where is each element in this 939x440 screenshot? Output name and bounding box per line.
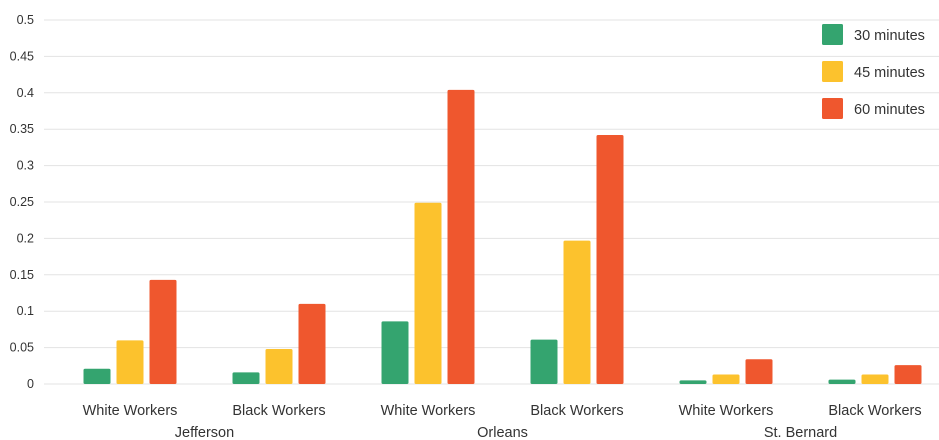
bar xyxy=(530,339,558,384)
legend: 30 minutes 45 minutes 60 minutes xyxy=(822,24,925,119)
bar xyxy=(828,379,856,384)
x-category-label: White Workers xyxy=(83,403,178,419)
y-tick-label: 0.3 xyxy=(17,159,34,173)
bar xyxy=(679,380,707,384)
y-tick-label: 0.25 xyxy=(10,195,34,209)
bar xyxy=(381,321,409,384)
x-group-label: Orleans xyxy=(477,425,528,440)
legend-swatch xyxy=(822,61,843,82)
bar xyxy=(894,365,922,384)
bar xyxy=(745,359,773,384)
x-category-label: Black Workers xyxy=(530,403,623,419)
bar xyxy=(83,368,111,384)
bar xyxy=(149,279,177,384)
x-axis-categories: White Workers Black Workers White Workers B… xyxy=(83,403,922,419)
x-category-label: White Workers xyxy=(381,403,476,419)
y-tick-label: 0.35 xyxy=(10,122,34,136)
bar xyxy=(232,372,260,384)
bar xyxy=(298,303,326,384)
y-tick-label: 0.5 xyxy=(17,13,34,27)
x-category-label: White Workers xyxy=(679,403,774,419)
bar xyxy=(116,340,144,384)
y-tick-label: 0.45 xyxy=(10,49,34,63)
bar xyxy=(447,89,475,384)
legend-label: 60 minutes xyxy=(854,102,925,118)
bar xyxy=(861,374,889,384)
y-tick-label: 0.2 xyxy=(17,231,34,245)
y-tick-label: 0.15 xyxy=(10,268,34,282)
bars xyxy=(83,89,922,384)
y-tick-label: 0.05 xyxy=(10,341,34,355)
y-tick-label: 0.4 xyxy=(17,86,34,100)
bar xyxy=(596,135,624,384)
x-group-label: Jefferson xyxy=(175,425,234,440)
bar xyxy=(563,240,591,384)
x-category-label: Black Workers xyxy=(828,403,921,419)
bar xyxy=(265,349,293,384)
x-group-label: St. Bernard xyxy=(764,425,837,440)
bar xyxy=(712,374,740,384)
y-axis-ticks: 0 0.05 0.1 0.15 0.2 0.25 0.3 0.35 0.4 0.45 0.5 xyxy=(10,13,34,391)
bar xyxy=(414,202,442,384)
y-tick-label: 0.1 xyxy=(17,304,34,318)
legend-label: 30 minutes xyxy=(854,28,925,44)
grid-lines xyxy=(44,19,939,385)
legend-label: 45 minutes xyxy=(854,65,925,81)
legend-swatch xyxy=(822,24,843,45)
y-tick-label: 0 xyxy=(27,377,34,391)
legend-swatch xyxy=(822,98,843,119)
x-axis-groups: Jefferson Orleans St. Bernard xyxy=(175,425,837,440)
x-category-label: Black Workers xyxy=(232,403,325,419)
